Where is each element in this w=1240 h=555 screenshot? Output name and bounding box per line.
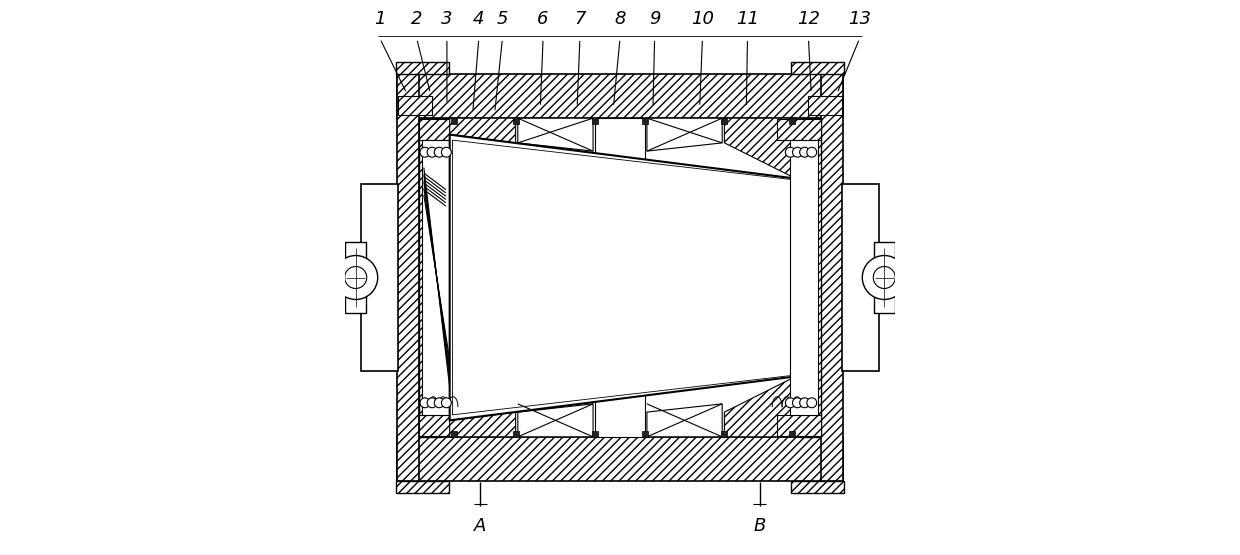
Text: 7: 7 — [574, 9, 585, 28]
Bar — [419, 118, 821, 437]
Polygon shape — [647, 404, 722, 437]
Circle shape — [792, 147, 802, 157]
Bar — [776, 415, 821, 436]
Bar — [593, 118, 598, 124]
Polygon shape — [518, 118, 593, 151]
Bar — [361, 184, 398, 371]
Text: 13: 13 — [848, 9, 870, 28]
Bar — [345, 242, 366, 313]
Text: 2: 2 — [410, 9, 423, 28]
Circle shape — [420, 398, 430, 408]
Circle shape — [800, 147, 810, 157]
Text: 6: 6 — [537, 9, 549, 28]
Bar — [419, 415, 464, 436]
Circle shape — [441, 398, 451, 408]
Bar — [595, 118, 645, 437]
Text: B: B — [754, 517, 766, 535]
Circle shape — [427, 147, 436, 157]
Circle shape — [334, 255, 378, 300]
Bar — [642, 118, 647, 124]
Bar — [642, 431, 647, 437]
Polygon shape — [453, 140, 794, 415]
Bar — [451, 118, 456, 124]
Text: 4: 4 — [472, 9, 485, 28]
Polygon shape — [724, 376, 796, 437]
Circle shape — [427, 398, 436, 408]
Polygon shape — [450, 135, 796, 420]
Text: 12: 12 — [797, 9, 820, 28]
Text: 8: 8 — [614, 9, 626, 28]
Bar — [722, 118, 728, 124]
Bar — [789, 431, 795, 437]
Polygon shape — [647, 118, 722, 151]
Polygon shape — [518, 404, 593, 437]
Bar — [808, 96, 842, 115]
Bar — [512, 118, 518, 124]
Circle shape — [807, 398, 817, 408]
Bar — [419, 118, 441, 437]
Text: 3: 3 — [441, 9, 453, 28]
Bar — [398, 74, 842, 118]
Bar — [722, 431, 728, 437]
Circle shape — [862, 255, 906, 300]
Bar — [776, 119, 821, 140]
Bar — [419, 119, 464, 140]
Bar — [512, 431, 518, 437]
Text: 10: 10 — [691, 9, 714, 28]
Bar — [398, 437, 842, 481]
Bar — [791, 481, 843, 493]
Bar — [398, 74, 419, 481]
Polygon shape — [450, 412, 516, 437]
Bar — [422, 140, 450, 415]
Polygon shape — [724, 118, 796, 179]
Circle shape — [434, 147, 444, 157]
Bar — [842, 184, 879, 371]
Circle shape — [785, 147, 795, 157]
Text: 5: 5 — [497, 9, 508, 28]
Circle shape — [800, 398, 810, 408]
Text: A: A — [474, 517, 486, 535]
Bar — [398, 96, 432, 115]
Circle shape — [792, 398, 802, 408]
Circle shape — [807, 147, 817, 157]
Text: 9: 9 — [649, 9, 661, 28]
Bar — [790, 140, 818, 415]
Bar — [440, 154, 446, 401]
Bar — [593, 431, 598, 437]
Circle shape — [873, 266, 895, 289]
Text: 1: 1 — [374, 9, 386, 28]
Bar — [397, 481, 449, 493]
Circle shape — [420, 147, 430, 157]
Circle shape — [434, 398, 444, 408]
Bar — [791, 62, 843, 74]
Bar — [821, 74, 842, 481]
Bar — [789, 118, 795, 124]
Bar — [397, 62, 449, 74]
Circle shape — [441, 147, 451, 157]
Circle shape — [345, 266, 367, 289]
Bar — [874, 242, 895, 313]
Bar — [799, 118, 821, 437]
Text: 11: 11 — [737, 9, 759, 28]
Polygon shape — [450, 118, 516, 143]
Bar — [794, 154, 800, 401]
Bar — [451, 431, 456, 437]
Circle shape — [785, 398, 795, 408]
